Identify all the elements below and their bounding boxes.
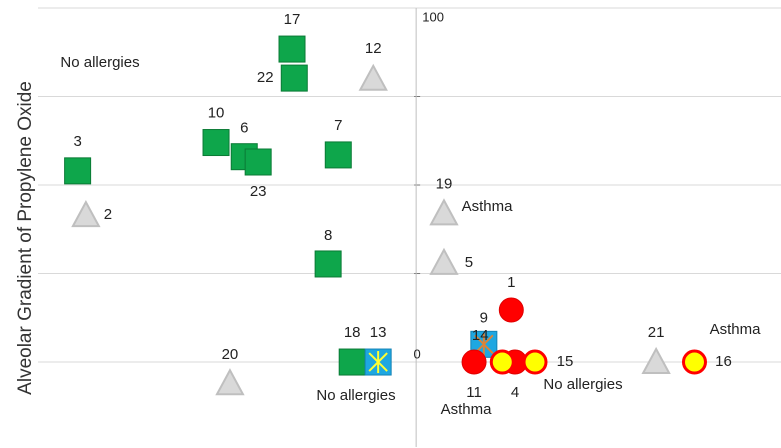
point [641, 346, 671, 375]
point-label: 21 [648, 324, 665, 341]
point-label: 11 [466, 384, 482, 401]
point [429, 247, 459, 275]
point-label: 10 [208, 105, 225, 122]
annotation: Asthma [462, 198, 514, 215]
point [202, 129, 230, 157]
point [364, 348, 392, 376]
point-label: 18 [344, 324, 361, 341]
point-label: 20 [222, 346, 239, 363]
point-label: 12 [365, 40, 382, 57]
point-label: 8 [324, 227, 332, 244]
point [429, 198, 459, 226]
point [498, 297, 524, 323]
point [461, 349, 487, 375]
point-label: 13 [370, 324, 387, 341]
annotation: No allergies [543, 376, 622, 393]
point [71, 200, 101, 228]
point [278, 35, 306, 63]
point [681, 349, 707, 375]
y-axis-title: Alveolar Gradient of Propylene Oxide [15, 81, 36, 395]
point [489, 349, 515, 375]
point [64, 157, 92, 185]
point [314, 250, 342, 278]
point [280, 64, 308, 92]
point-label: 19 [436, 175, 453, 192]
y-tick-label: 0 [414, 346, 421, 361]
annotation: No allergies [316, 387, 395, 404]
point-label: 16 [715, 353, 732, 370]
point-label: 1 [507, 274, 515, 291]
point-label: 22 [257, 69, 274, 86]
point [338, 348, 366, 376]
point [324, 141, 352, 169]
point-label: 2 [104, 206, 112, 223]
point-label: 4 [511, 384, 519, 401]
point [215, 368, 245, 396]
point-label: 17 [284, 11, 301, 28]
point-label: 15 [557, 353, 574, 370]
point-label: 7 [334, 117, 342, 134]
point [522, 349, 548, 375]
point-label: 9 [480, 309, 488, 326]
point [358, 63, 388, 91]
y-tick-label: 100 [422, 9, 444, 24]
point-label: 6 [240, 120, 248, 137]
point-label: 5 [465, 254, 473, 271]
annotation: Asthma [441, 401, 493, 418]
point-label: 3 [73, 133, 81, 150]
point [244, 148, 272, 176]
point-label: 23 [250, 183, 267, 200]
point-label: 14 [472, 327, 489, 344]
annotation: No allergies [60, 54, 139, 71]
annotation: Asthma [710, 321, 762, 338]
